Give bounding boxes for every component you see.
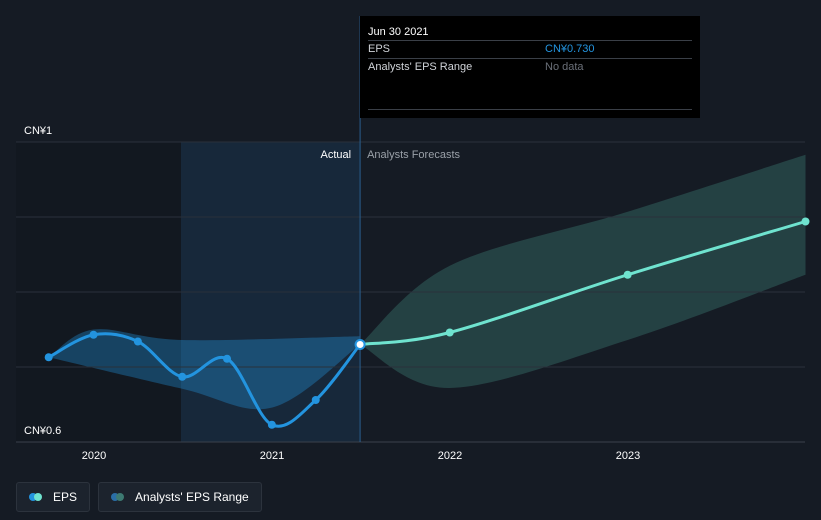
- legend-range-label: Analysts' EPS Range: [135, 490, 249, 504]
- forecast-label: Analysts Forecasts: [367, 149, 460, 161]
- tooltip-row-eps: EPS CN¥0.730: [368, 40, 692, 58]
- legend-eps-label: EPS: [53, 490, 78, 504]
- tooltip: Jun 30 2021 EPS CN¥0.730 Analysts' EPS R…: [360, 16, 700, 118]
- actual-label: Actual: [321, 149, 352, 161]
- tooltip-row-range: Analysts' EPS Range No data: [368, 58, 692, 76]
- series-0-point-3: [178, 372, 187, 381]
- x-tick-label-2023: 2023: [616, 450, 640, 462]
- y-axis-max-label: CN¥1: [24, 125, 52, 137]
- tooltip-range-label: Analysts' EPS Range: [368, 61, 473, 73]
- series-0-point-1: [89, 330, 98, 339]
- tooltip-date: Jun 30 2021: [368, 26, 429, 38]
- series-line-1: [358, 220, 808, 346]
- tooltip-range-value: No data: [545, 61, 584, 73]
- series-0-point-0: [44, 353, 53, 362]
- range-band-0: [48, 329, 361, 410]
- x-tick-label-2021: 2021: [260, 450, 284, 462]
- series-0-point-5: [267, 420, 276, 429]
- tooltip-divider: [368, 109, 692, 110]
- legend: EPS Analysts' EPS Range: [16, 482, 262, 512]
- series-0-point-4: [223, 354, 232, 363]
- y-axis-min-label: CN¥0.6: [24, 425, 61, 437]
- legend-eps-dot-b: [34, 493, 42, 501]
- series-0-point-2: [133, 337, 142, 346]
- tooltip-eps-label: EPS: [368, 43, 391, 55]
- range-band-1: [360, 154, 806, 389]
- series-0-point-6: [311, 396, 320, 404]
- legend-range-dot-b: [116, 493, 125, 501]
- highlight-point: [354, 339, 366, 350]
- x-tick-label-2022: 2022: [438, 450, 462, 462]
- legend-eps-button[interactable]: EPS: [16, 482, 91, 512]
- legend-eps-dot-a: [29, 493, 37, 501]
- legend-range-button[interactable]: Analysts' EPS Range: [98, 482, 262, 512]
- legend-range-dot-a: [111, 493, 120, 501]
- tooltip-eps-value: CN¥0.730: [545, 43, 595, 55]
- x-tick-label-2020: 2020: [82, 450, 106, 462]
- series-1-point-3: [801, 217, 810, 226]
- legend-eps-swatch-icon: [29, 493, 45, 501]
- legend-range-swatch-icon: [111, 493, 127, 501]
- series-1-point-1: [445, 328, 454, 337]
- series-1-point-2: [623, 270, 632, 279]
